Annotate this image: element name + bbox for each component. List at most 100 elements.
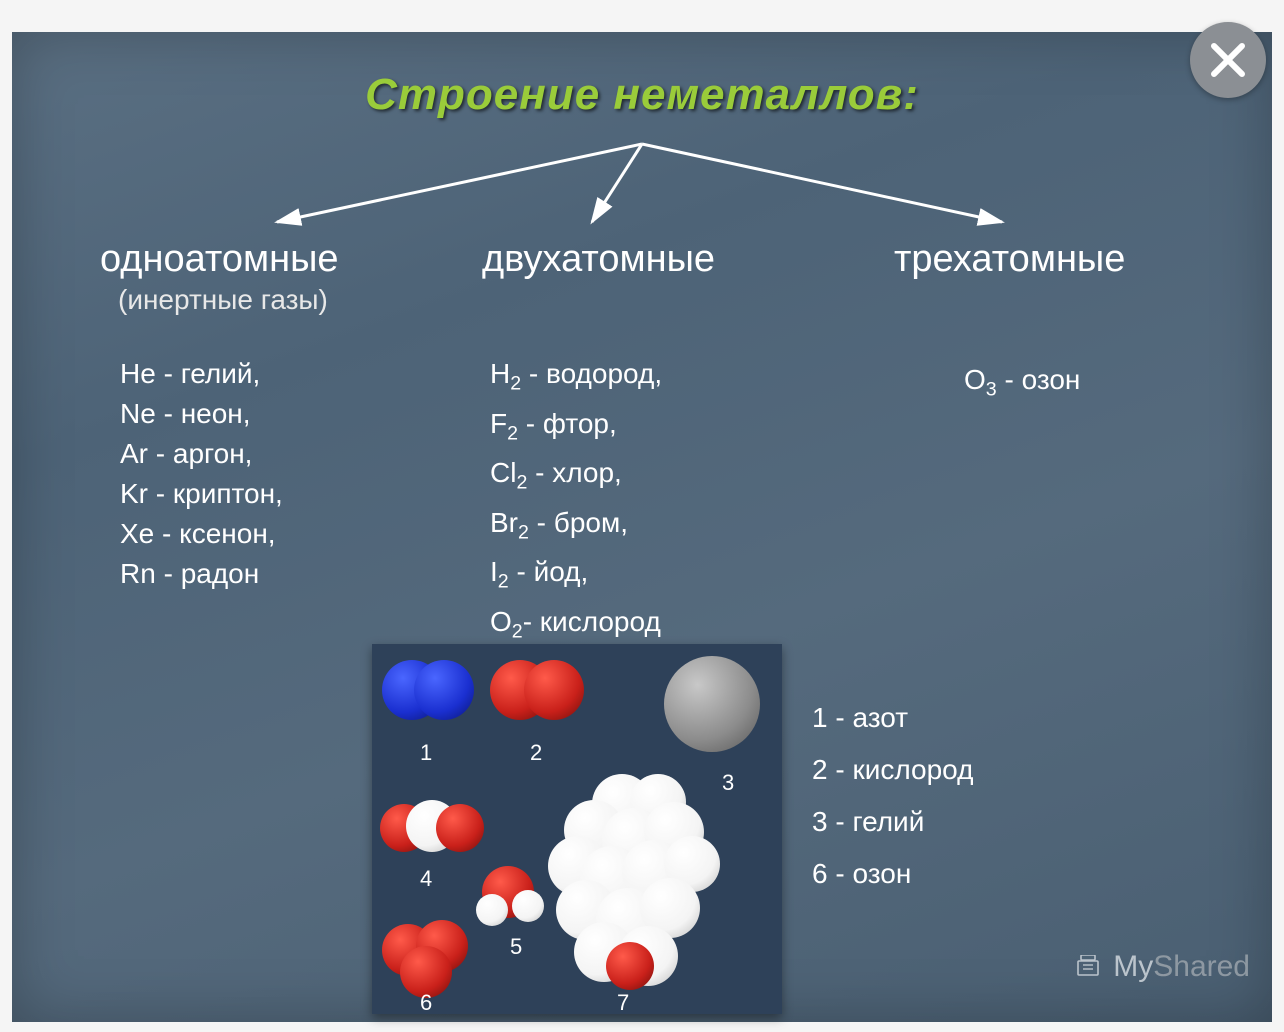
element-name: кислород [540, 606, 661, 637]
element-row: H2 - водород, [490, 354, 662, 404]
element-row: O3 - озон [964, 360, 1080, 410]
element-name: фтор, [543, 408, 617, 439]
element-separator: - [154, 518, 179, 549]
legend-separator: - [828, 858, 853, 889]
element-separator: - [527, 457, 552, 488]
element-separator: - [997, 364, 1022, 395]
element-name: криптон, [173, 478, 283, 509]
element-symbol: Br [490, 507, 518, 538]
element-name: аргон, [173, 438, 253, 469]
legend-name: азот [852, 702, 908, 733]
element-row: Br2 - бром, [490, 503, 662, 553]
element-symbol: Xe [120, 518, 154, 549]
element-row: F2 - фтор, [490, 404, 662, 454]
element-subscript: 2 [507, 422, 518, 444]
legend-separator: - [828, 702, 853, 733]
element-list: He - гелий,Ne - неон,Ar - аргон,Kr - кри… [120, 354, 283, 594]
legend-separator: - [828, 754, 853, 785]
element-symbol: Ar [120, 438, 148, 469]
element-list: O3 - озон [964, 360, 1080, 410]
element-separator: - [148, 438, 173, 469]
element-symbol: O [964, 364, 986, 395]
element-symbol: Rn [120, 558, 156, 589]
element-name: ксенон, [179, 518, 275, 549]
element-name: озон [1022, 364, 1081, 395]
category-subheading: (инертные газы) [118, 284, 328, 316]
molecule-number-label: 4 [420, 866, 432, 892]
element-symbol: I [490, 556, 498, 587]
element-row: Kr - криптон, [120, 474, 283, 514]
legend-row: 2 - кислород [812, 744, 973, 796]
molecule-number-label: 5 [510, 934, 522, 960]
category-heading: одноатомные [100, 238, 339, 281]
element-separator: - [529, 507, 554, 538]
element-symbol: O [490, 606, 512, 637]
legend-number: 1 [812, 702, 828, 733]
slide-title: Строение неметаллов: [12, 70, 1272, 120]
projector-icon [1075, 955, 1105, 979]
legend-number: 2 [812, 754, 828, 785]
legend-row: 6 - озон [812, 848, 973, 900]
atom-sphere [664, 656, 760, 752]
element-symbol: Cl [490, 457, 516, 488]
molecule-number-label: 3 [722, 770, 734, 796]
element-subscript: 2 [498, 571, 509, 593]
element-separator: - [156, 558, 181, 589]
element-row: He - гелий, [120, 354, 283, 394]
molecule-panel: 1 2 3 4 5 6 7 [372, 644, 782, 1014]
legend-name: гелий [852, 806, 924, 837]
element-separator: - [509, 556, 534, 587]
element-separator: - [156, 358, 181, 389]
element-subscript: 2 [510, 373, 521, 395]
molecule-number-label: 6 [420, 990, 432, 1016]
element-symbol: H [490, 358, 510, 389]
atom-sphere [512, 890, 544, 922]
element-name: бром, [554, 507, 628, 538]
element-name: хлор, [552, 457, 622, 488]
category-heading: двухатомные [482, 238, 715, 281]
legend-name: кислород [852, 754, 973, 785]
atom-sphere [606, 942, 654, 990]
category-heading: трехатомные [894, 238, 1125, 281]
element-symbol: He [120, 358, 156, 389]
element-separator: - [518, 408, 543, 439]
element-separator: - [148, 478, 173, 509]
legend-separator: - [828, 806, 853, 837]
element-separator: - [521, 358, 546, 389]
watermark-shared: Shared [1153, 950, 1250, 983]
element-subscript: 2 [512, 621, 523, 643]
myshared-watermark: MyShared [1075, 950, 1250, 984]
legend-row: 3 - гелий [812, 796, 973, 848]
element-name: водород, [546, 358, 662, 389]
atom-sphere [524, 660, 584, 720]
close-icon [1208, 40, 1248, 80]
page-root: Строение неметаллов: одноатомные(инертны… [0, 0, 1284, 1032]
molecule-number-label: 1 [420, 740, 432, 766]
element-name: гелий, [181, 358, 261, 389]
element-symbol: Ne [120, 398, 156, 429]
element-row: Ne - неон, [120, 394, 283, 434]
atom-sphere [414, 660, 474, 720]
element-row: Cl2 - хлор, [490, 453, 662, 503]
element-row: I2 - йод, [490, 552, 662, 602]
element-subscript: 2 [516, 472, 527, 494]
element-subscript: 2 [518, 521, 529, 543]
legend-number: 3 [812, 806, 828, 837]
element-symbol: F [490, 408, 507, 439]
slide: Строение неметаллов: одноатомные(инертны… [12, 32, 1272, 1022]
molecule-number-label: 7 [617, 990, 629, 1016]
element-separator: - [523, 606, 540, 637]
element-symbol: Kr [120, 478, 148, 509]
molecule-number-label: 2 [530, 740, 542, 766]
element-name: йод, [534, 556, 589, 587]
element-separator: - [156, 398, 181, 429]
element-name: неон, [181, 398, 251, 429]
close-button[interactable] [1190, 22, 1266, 98]
atom-sphere [476, 894, 508, 926]
legend-name: озон [852, 858, 911, 889]
element-name: радон [181, 558, 260, 589]
element-row: Ar - аргон, [120, 434, 283, 474]
atom-sphere [436, 804, 484, 852]
molecule-legend: 1 - азот2 - кислород3 - гелий6 - озон [812, 692, 973, 900]
element-subscript: 3 [986, 379, 997, 401]
